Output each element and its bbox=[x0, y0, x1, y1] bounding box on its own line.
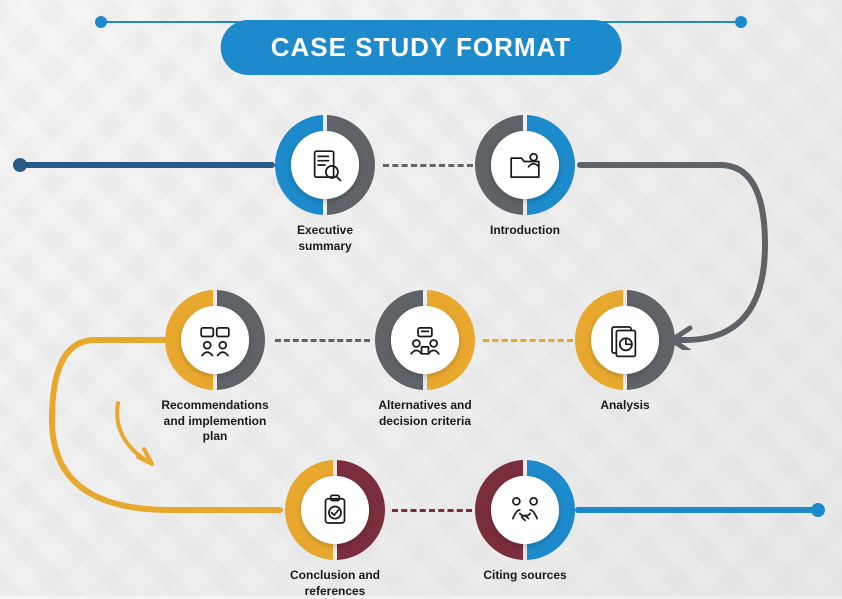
row1-entry-dot bbox=[13, 158, 27, 172]
title-dot-right bbox=[735, 16, 747, 28]
row1-entry-line bbox=[20, 162, 275, 168]
node-label: Recommendations and implemention plan bbox=[160, 398, 270, 445]
node-label: Executive summary bbox=[270, 223, 380, 254]
node-ring bbox=[475, 115, 575, 215]
node-ring bbox=[275, 115, 375, 215]
node-icon-doc-pie bbox=[591, 306, 659, 374]
row3-exit-line bbox=[575, 507, 815, 513]
node-cite: Citing sources bbox=[470, 460, 580, 584]
row3-exit-dot bbox=[811, 503, 825, 517]
node-label: Citing sources bbox=[470, 568, 580, 584]
node-intro: Introduction bbox=[470, 115, 580, 239]
row3-dash bbox=[392, 509, 472, 512]
node-label: Analysis bbox=[570, 398, 680, 414]
node-exec: Executive summary bbox=[270, 115, 380, 254]
title-pill: CASE STUDY FORMAT bbox=[221, 20, 622, 75]
node-conc: Conclusion and references bbox=[280, 460, 390, 599]
title-text: CASE STUDY FORMAT bbox=[271, 32, 572, 62]
node-icon-discuss bbox=[181, 306, 249, 374]
row2-dash-a bbox=[483, 339, 573, 342]
node-ring bbox=[285, 460, 385, 560]
node-ring bbox=[375, 290, 475, 390]
node-label: Introduction bbox=[470, 223, 580, 239]
node-alt: Alternatives and decision criteria bbox=[370, 290, 480, 429]
node-rec: Recommendations and implemention plan bbox=[160, 290, 270, 445]
node-label: Conclusion and references bbox=[280, 568, 390, 599]
node-ring bbox=[575, 290, 675, 390]
row1-dash bbox=[383, 164, 473, 167]
node-icon-folder-person bbox=[491, 131, 559, 199]
node-ring bbox=[165, 290, 265, 390]
title-dot-left bbox=[95, 16, 107, 28]
node-icon-handshake bbox=[491, 476, 559, 544]
node-label: Alternatives and decision criteria bbox=[370, 398, 480, 429]
node-icon-meeting bbox=[391, 306, 459, 374]
node-icon-clipboard-check bbox=[301, 476, 369, 544]
node-ring bbox=[475, 460, 575, 560]
node-anal: Analysis bbox=[570, 290, 680, 414]
node-icon-doc-magnify bbox=[291, 131, 359, 199]
